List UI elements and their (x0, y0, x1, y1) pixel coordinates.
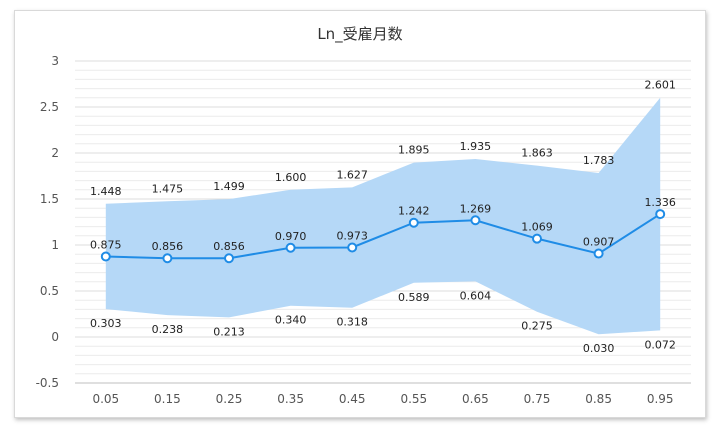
y-tick-label: 1.5 (40, 192, 59, 206)
lower-bound-label: 0.303 (90, 317, 122, 330)
upper-bound-label: 1.627 (336, 168, 368, 181)
x-tick-label: 0.95 (647, 392, 674, 406)
lower-bound-label: 0.340 (275, 314, 307, 327)
lower-bound-label: 0.213 (213, 325, 245, 338)
lower-bound-label: 0.030 (583, 342, 615, 355)
upper-bound-label: 1.895 (398, 144, 430, 157)
y-tick-label: 0.5 (40, 284, 59, 298)
series-data-label: 0.875 (90, 239, 122, 252)
series-data-label: 1.269 (460, 202, 492, 215)
series-point (470, 215, 481, 226)
upper-bound-label: 1.475 (152, 182, 184, 195)
upper-bound-label: 1.600 (275, 171, 307, 184)
upper-bound-label: 1.448 (90, 185, 122, 198)
series-point (593, 248, 604, 259)
series-data-label: 1.336 (644, 196, 676, 209)
series-point (655, 209, 666, 220)
y-tick-label: 0 (51, 330, 59, 344)
y-tick-label: 3 (51, 54, 59, 68)
y-tick-label: 2.5 (40, 100, 59, 114)
series-data-label: 0.970 (275, 230, 307, 243)
x-tick-label: 0.85 (585, 392, 612, 406)
upper-bound-label: 1.499 (213, 180, 245, 193)
series-data-label: 0.907 (583, 236, 615, 249)
upper-bound-label: 2.601 (644, 79, 676, 92)
x-tick-label: 0.75 (524, 392, 551, 406)
upper-bound-label: 1.783 (583, 154, 615, 167)
y-tick-label: 1 (51, 238, 59, 252)
lower-bound-label: 0.318 (336, 316, 368, 329)
chart-svg: -0.5 0 0.5 1 1.5 2 2.5 3 0.05 0.15 0.25 0.35 0.45 0.5… (36, 54, 691, 406)
series-data-label: 0.973 (336, 229, 368, 242)
confidence-band (105, 97, 661, 335)
y-tick-label: -0.5 (36, 376, 59, 390)
series-point (100, 251, 111, 262)
lower-bound-label: 0.604 (460, 289, 492, 302)
x-tick-label: 0.35 (277, 392, 304, 406)
series-line (105, 213, 661, 260)
upper-bound-label: 1.863 (521, 147, 553, 160)
x-tick-label: 0.15 (154, 392, 181, 406)
series-data-label: 1.069 (521, 221, 553, 234)
lower-bound-label: 0.072 (644, 338, 676, 351)
series-point (408, 217, 419, 228)
series-point (224, 253, 234, 264)
series-data-label: 0.856 (152, 240, 184, 253)
x-tick-label: 0.55 (400, 392, 427, 406)
series-point (285, 242, 296, 253)
x-tick-label: 0.45 (339, 392, 366, 406)
lower-bound-label: 0.238 (152, 323, 184, 336)
series-point (162, 253, 173, 264)
lower-bound-label: 0.275 (521, 320, 553, 333)
y-tick-label: 2 (51, 146, 59, 160)
series-point (532, 233, 542, 244)
series-data-label: 0.856 (213, 240, 245, 253)
series-data-label: 1.242 (398, 205, 430, 218)
lower-bound-label: 0.589 (398, 291, 430, 304)
upper-bound-label: 1.935 (460, 140, 492, 153)
series-point (347, 242, 358, 253)
x-tick-label: 0.65 (462, 392, 489, 406)
x-tick-label: 0.05 (92, 392, 119, 406)
chart-title: Ln_受雇月数 (317, 25, 403, 43)
x-tick-label: 0.25 (216, 392, 243, 406)
chart-frame: Ln_受雇月数 -0.5 0 0.5 1 1.5 2 2.5 3 0.05 0.15 0.25 0.3… (14, 10, 706, 418)
